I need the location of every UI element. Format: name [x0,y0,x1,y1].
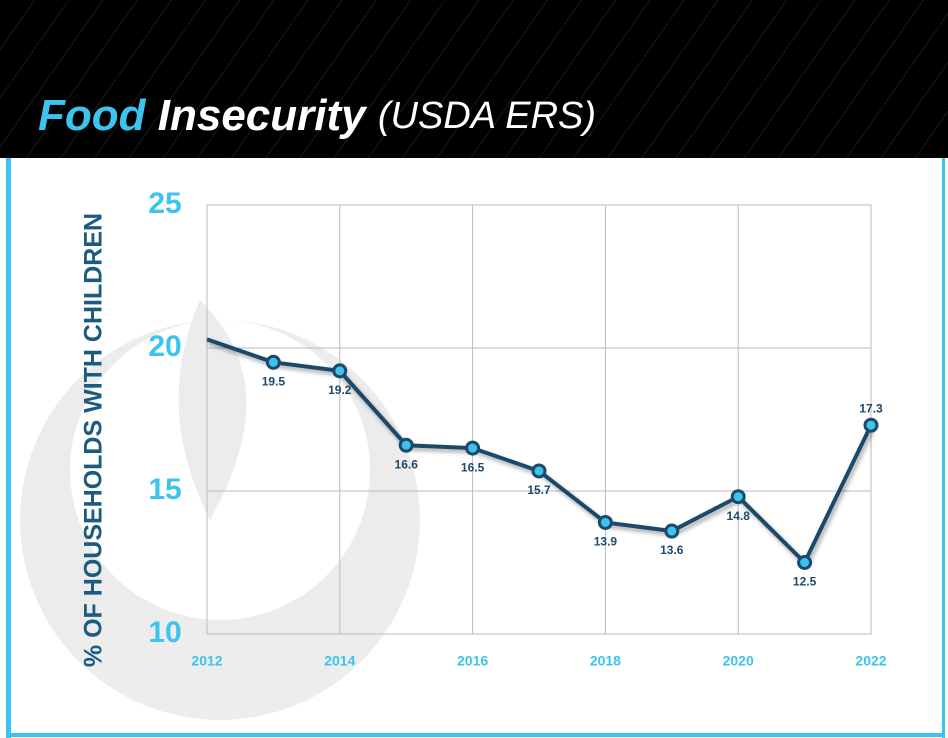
y-tick-label: 15 [148,473,181,506]
data-label: 12.5 [793,575,817,589]
title-source: (USDA ERS) [378,95,596,137]
marker [332,363,348,379]
y-tick-label: 10 [148,616,181,649]
x-tick-label: 2020 [723,653,754,669]
x-tick-label: 2012 [191,653,222,669]
data-label: 19.5 [262,374,286,388]
data-label: 15.7 [527,483,551,497]
title-highlight: Food [38,91,147,140]
marker [664,523,680,539]
y-axis-label: % OF HOUSEHOLDS WITH CHILDREN [80,213,108,667]
x-tick-label: 2016 [457,653,488,669]
watermark [20,300,420,720]
title-main: Insecurity [158,91,368,140]
data-label: 14.8 [727,509,751,523]
bottom-border [6,733,945,737]
marker [265,354,281,370]
header-pattern [0,0,948,158]
x-tick-label: 2022 [855,653,886,669]
data-label: 16.6 [395,457,419,471]
data-label: 13.9 [594,535,618,549]
marker [398,437,414,453]
x-tick-label: 2018 [590,653,621,669]
marker [730,489,746,505]
marker [597,514,613,530]
data-label: 19.2 [328,383,352,397]
marker [465,440,481,456]
chart-title: Food Insecurity (USDA ERS) [38,91,596,140]
data-label: 16.5 [461,460,485,474]
marker [797,555,813,570]
marker [531,463,547,479]
y-tick-label: 20 [148,330,181,363]
marker [863,417,879,433]
y-tick-label: 25 [148,187,181,220]
left-border [6,158,11,738]
right-border [942,158,945,738]
data-label: 17.3 [859,401,883,415]
x-tick-label: 2014 [324,653,355,669]
data-label: 13.6 [660,543,684,557]
